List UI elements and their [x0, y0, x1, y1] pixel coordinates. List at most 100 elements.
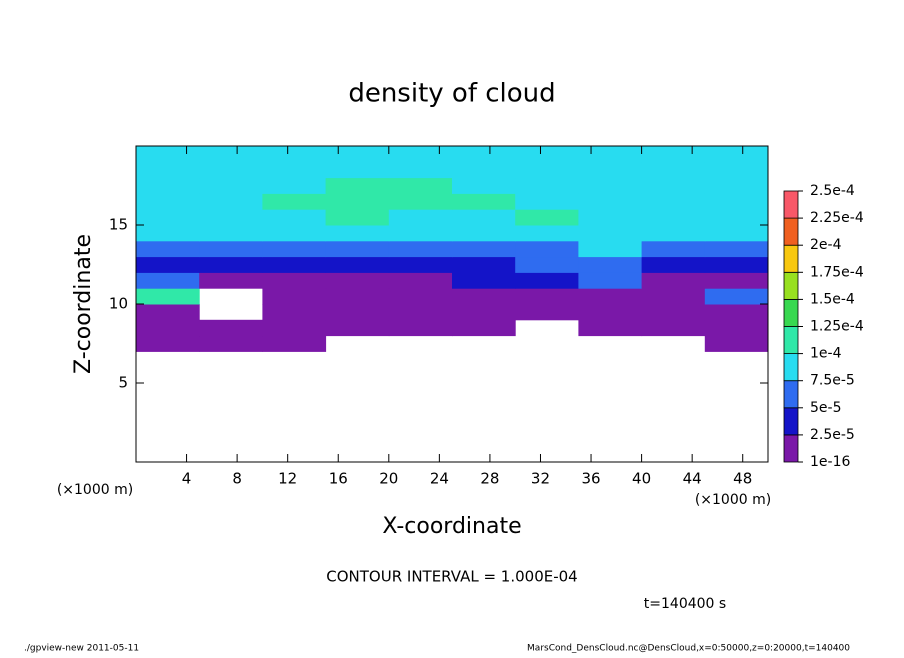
- x-tick-label: 40: [632, 470, 651, 488]
- colorbar-label: 2.5e-4: [810, 183, 855, 199]
- field-cell: [704, 177, 769, 194]
- field-cell: [388, 319, 453, 337]
- field-cell: [641, 177, 706, 194]
- field-cell: [325, 256, 390, 273]
- field-cell: [704, 304, 769, 321]
- field-cell: [515, 146, 579, 163]
- field-cell: [199, 240, 263, 258]
- field-cell: [388, 304, 453, 321]
- field-cell: [136, 146, 200, 163]
- colorbar-band: [783, 326, 799, 355]
- colorbar-band: [783, 190, 799, 219]
- field-cell: [262, 256, 327, 273]
- field-cell: [641, 161, 706, 179]
- field-cell: [578, 177, 643, 194]
- x-tick-label: 36: [581, 470, 600, 488]
- time-note: t=140400 s: [644, 596, 726, 612]
- field-cell: [641, 225, 706, 242]
- field-cell: [704, 256, 769, 273]
- field-cell: [452, 319, 516, 337]
- field-cell: [452, 272, 516, 289]
- field-cell: [452, 288, 516, 305]
- field-cell: [704, 209, 769, 226]
- field-cell: [641, 240, 706, 258]
- x-axis-label: X-coordinate: [382, 514, 521, 539]
- field: [136, 146, 769, 352]
- field-cell: [641, 304, 706, 321]
- field-cell: [199, 146, 263, 163]
- field-cell: [388, 161, 453, 179]
- field-cell: [262, 319, 327, 337]
- field-cell: [452, 146, 516, 163]
- x-tick-label: 32: [531, 470, 550, 488]
- field-cell: [325, 161, 390, 179]
- field-cell: [136, 272, 200, 289]
- field-cell: [578, 209, 643, 226]
- field-cell: [325, 146, 390, 163]
- field-cell: [199, 161, 263, 179]
- field-cell: [578, 146, 643, 163]
- field-cell: [199, 272, 263, 289]
- field-cell: [388, 146, 453, 163]
- field-cell: [262, 209, 327, 226]
- field-cell: [452, 161, 516, 179]
- x-unit: (×1000 m): [695, 492, 771, 508]
- field-cell: [515, 288, 579, 305]
- colorbar-label: 1.75e-4: [810, 264, 864, 280]
- field-cell: [325, 209, 390, 226]
- colorbar-band: [783, 271, 799, 300]
- colorbar-label: 1e-4: [810, 346, 842, 362]
- field-cell: [515, 161, 579, 179]
- field-cell: [199, 335, 263, 352]
- field-cell: [641, 209, 706, 226]
- field-cell: [578, 256, 643, 273]
- field-cell: [515, 177, 579, 194]
- field-cell: [515, 240, 579, 258]
- field-cell: [704, 161, 769, 179]
- field-cell: [388, 193, 453, 210]
- field-cell: [515, 304, 579, 321]
- field-cell: [262, 335, 327, 352]
- x-tick-label: 20: [379, 470, 398, 488]
- field-cell: [515, 209, 579, 226]
- field-cell: [136, 209, 200, 226]
- field-cell: [578, 304, 643, 321]
- colorbar-label: 2.25e-4: [810, 210, 864, 226]
- field-cell: [199, 225, 263, 242]
- field-cell: [262, 177, 327, 194]
- field-cell: [262, 304, 327, 321]
- y-tick-label: 5: [118, 374, 128, 392]
- field-cell: [388, 256, 453, 273]
- field-cell: [325, 225, 390, 242]
- field-cell: [136, 304, 200, 321]
- field-cell: [704, 319, 769, 337]
- field-cell: [578, 272, 643, 289]
- field-cell: [641, 193, 706, 210]
- field-cell: [704, 240, 769, 258]
- field-cell: [136, 225, 200, 242]
- colorbar-band: [783, 298, 799, 327]
- field-cell: [641, 319, 706, 337]
- field-cell: [325, 272, 390, 289]
- colorbar-label: 2e-4: [810, 237, 842, 253]
- field-cell: [136, 240, 200, 258]
- colorbar-band: [783, 407, 799, 436]
- field-cell: [704, 288, 769, 305]
- field-cell: [199, 209, 263, 226]
- field-cell: [704, 335, 769, 352]
- field-cell: [136, 319, 200, 337]
- field-cell: [641, 256, 706, 273]
- field-cell: [578, 288, 643, 305]
- field-cell: [388, 288, 453, 305]
- y-axis-label: Z-coordinate: [71, 234, 96, 374]
- colorbar-band: [783, 217, 799, 246]
- field-cell: [199, 256, 263, 273]
- field-cell: [325, 319, 390, 337]
- field-cell: [578, 319, 643, 337]
- field-cell: [136, 161, 200, 179]
- footer-left: ./gpview-new 2011-05-11: [24, 644, 139, 654]
- field-cell: [136, 256, 200, 273]
- field-cell: [641, 272, 706, 289]
